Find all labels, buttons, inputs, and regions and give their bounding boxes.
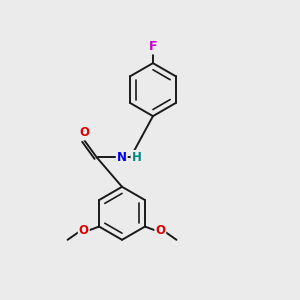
Text: N: N	[117, 151, 127, 164]
Text: H: H	[131, 151, 141, 164]
Text: O: O	[79, 224, 89, 238]
Text: F: F	[149, 40, 157, 53]
Text: O: O	[155, 224, 165, 238]
Text: O: O	[79, 126, 89, 140]
